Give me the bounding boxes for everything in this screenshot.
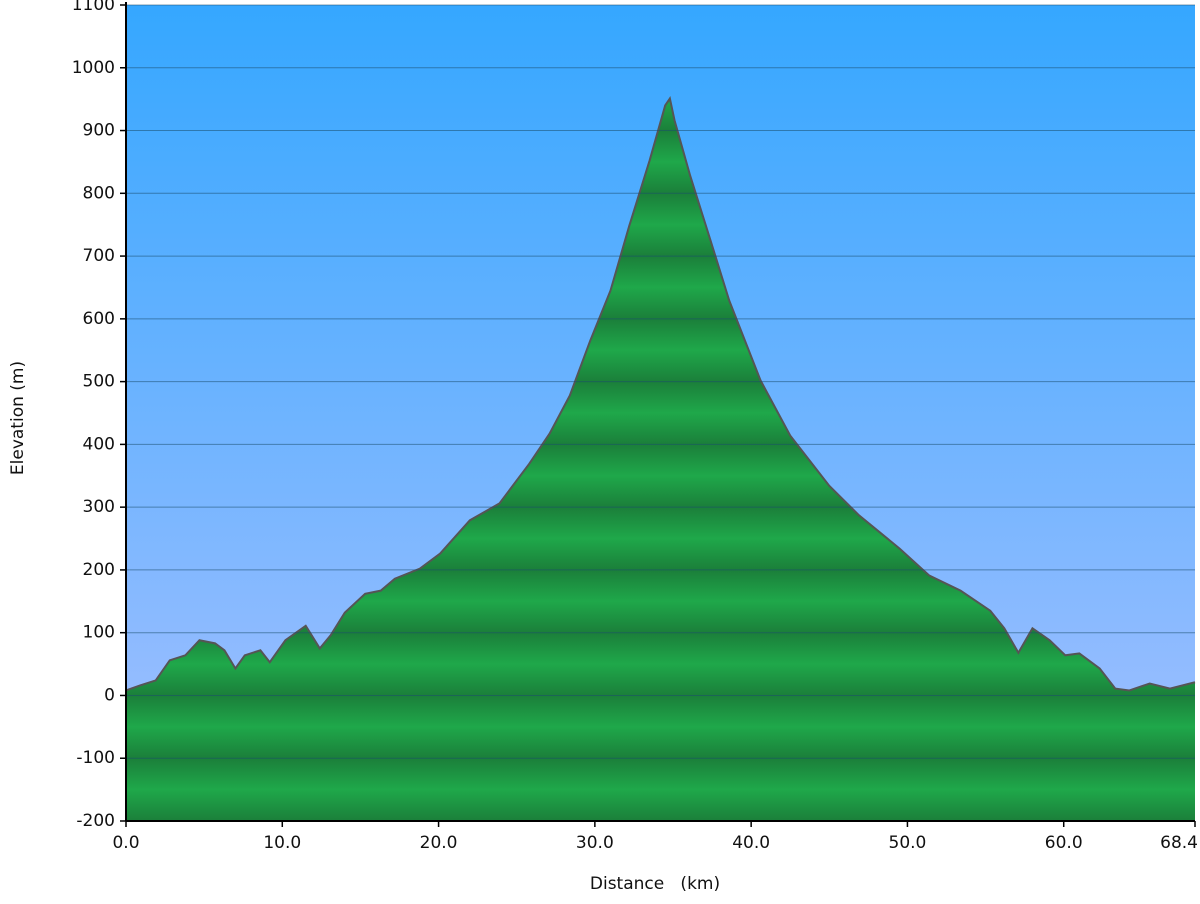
y-axis-label: Elevation (m) — [8, 361, 28, 475]
y-tick-label: -200 — [76, 811, 115, 831]
y-tick-label: 200 — [83, 560, 115, 580]
y-tick-label: 500 — [83, 372, 115, 392]
x-axis-label: Distance (km) — [590, 874, 720, 894]
y-tick-label: 1100 — [72, 0, 115, 15]
y-tick-label: -100 — [76, 748, 115, 768]
y-tick-label: 700 — [83, 246, 115, 266]
y-tick-label: 100 — [83, 623, 115, 643]
x-tick-label: 10.0 — [263, 833, 301, 853]
y-tick-label: 300 — [83, 497, 115, 517]
x-tick-label: 30.0 — [576, 833, 614, 853]
x-tick-label: 68.4 — [1160, 833, 1198, 853]
y-tick-label: 600 — [83, 309, 115, 329]
elevation-area — [126, 98, 1195, 821]
x-tick-label: 50.0 — [889, 833, 927, 853]
x-tick-label: 40.0 — [732, 833, 770, 853]
elevation-line — [125, 96, 1196, 692]
y-tick-label: 1000 — [72, 58, 115, 78]
y-tick-label: 900 — [83, 121, 115, 141]
x-tick-label: 60.0 — [1045, 833, 1083, 853]
y-tick-label: 0 — [104, 685, 115, 705]
y-tick-label: 400 — [83, 434, 115, 454]
x-tick-label: 20.0 — [420, 833, 458, 853]
y-tick-label: 800 — [83, 183, 115, 203]
x-tick-label: 0.0 — [112, 833, 139, 853]
